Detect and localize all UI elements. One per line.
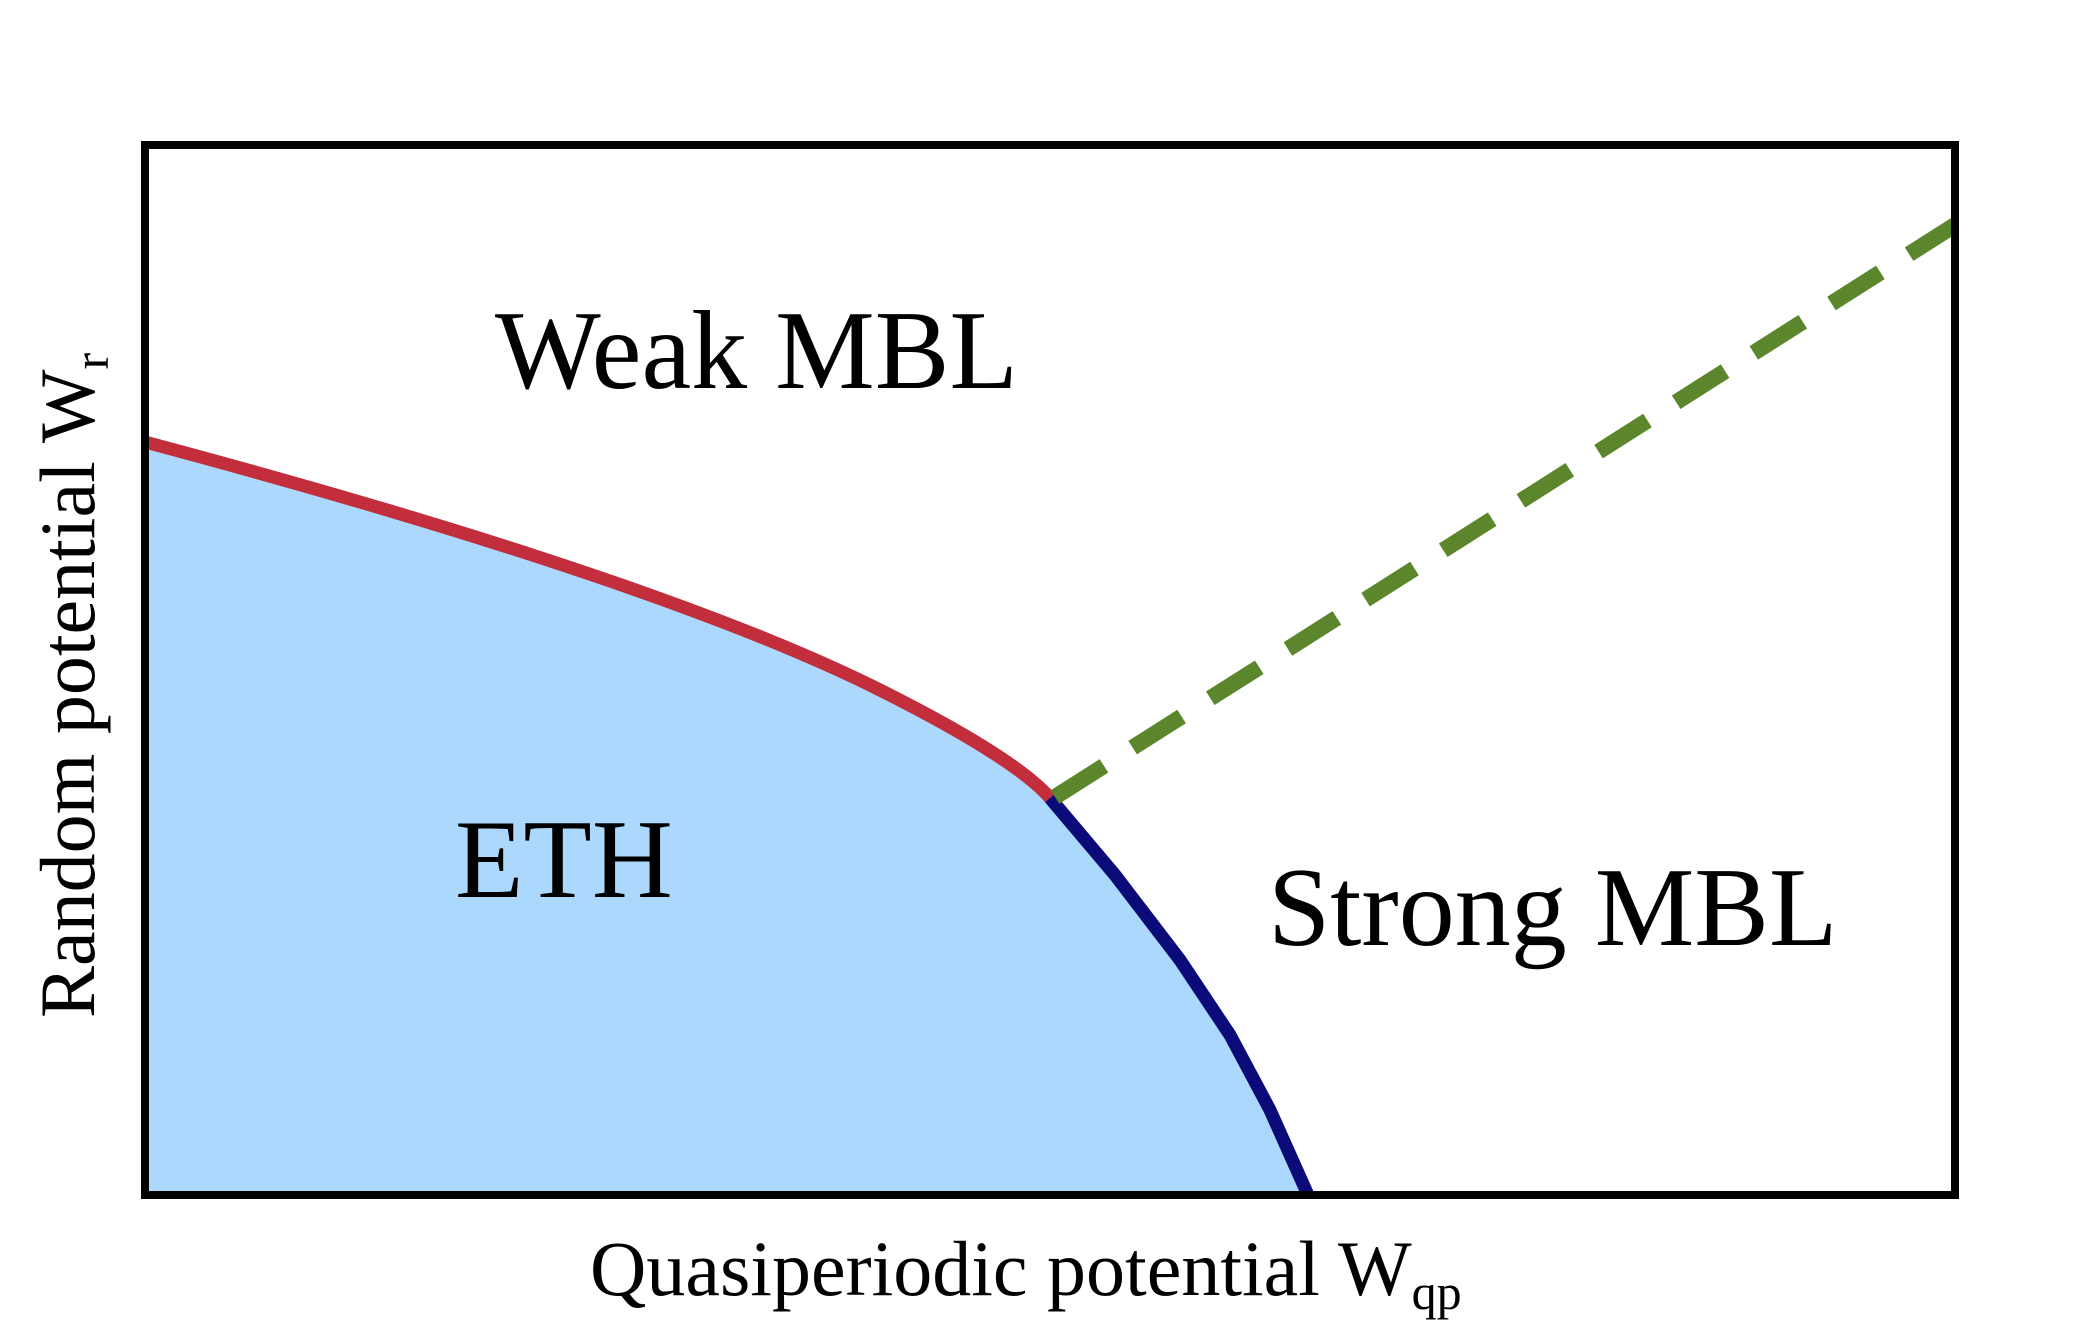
plot-frame xyxy=(141,141,1959,1199)
weak-strong-mbl-boundary xyxy=(1050,218,1960,804)
eth-region xyxy=(145,442,1308,1195)
x-axis-label-subscript: qp xyxy=(1412,1264,1462,1320)
eth-label: ETH xyxy=(455,798,673,922)
x-axis-label: Quasiperiodic potential Wqp xyxy=(590,1225,1462,1320)
y-axis-label: Random potential Wr xyxy=(24,353,119,1018)
eth-weak-mbl-boundary xyxy=(143,435,1055,803)
y-axis-label-main: Random potential W xyxy=(24,369,111,1018)
strong-mbl-label: Strong MBL xyxy=(1268,846,1837,970)
eth-strong-mbl-boundary xyxy=(1045,793,1314,1198)
x-axis-label-main: Quasiperiodic potential W xyxy=(590,1225,1412,1312)
y-axis-label-subscript: r xyxy=(63,353,119,370)
weak-mbl-label: Weak MBL xyxy=(495,289,1018,413)
